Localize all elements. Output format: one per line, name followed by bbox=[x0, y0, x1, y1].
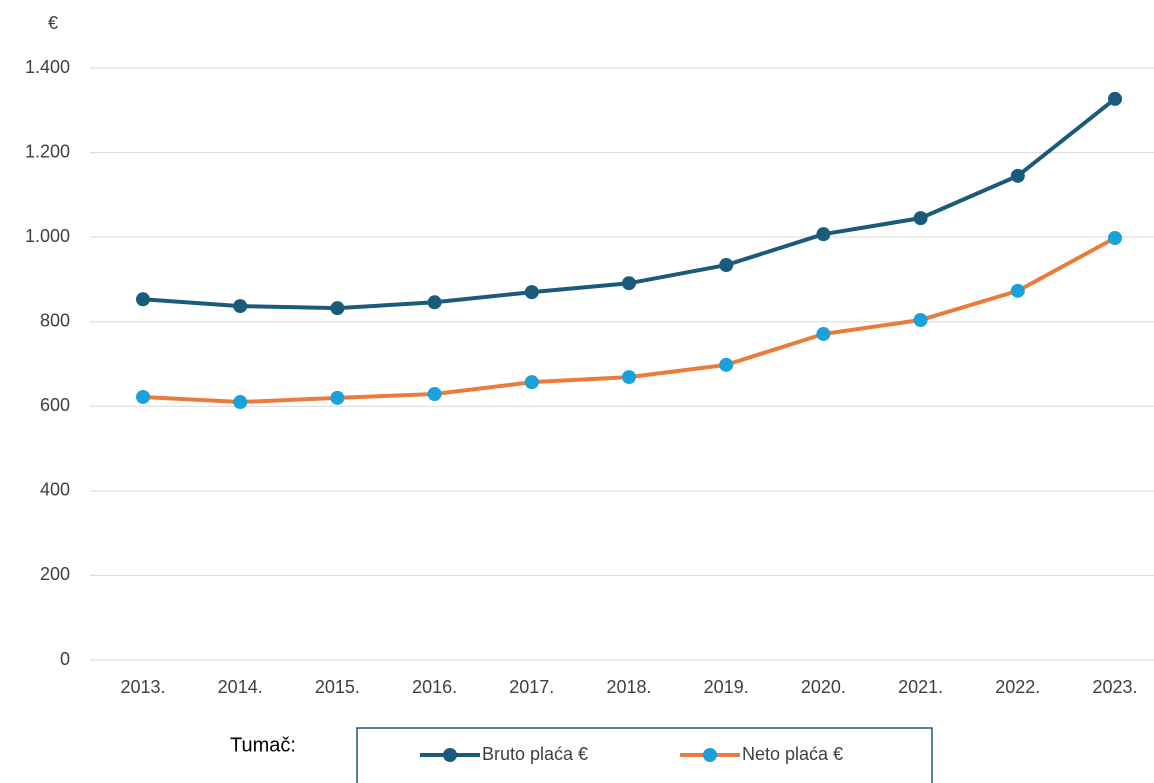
data-point bbox=[524, 285, 539, 300]
legend-marker bbox=[703, 748, 717, 762]
data-point bbox=[524, 375, 539, 390]
legend-marker bbox=[443, 748, 457, 762]
data-point bbox=[330, 301, 345, 316]
data-point bbox=[719, 357, 734, 372]
y-tick-label: 200 bbox=[40, 564, 70, 584]
data-point bbox=[136, 389, 150, 404]
legend-title: Tumač: bbox=[230, 734, 296, 756]
data-point bbox=[622, 276, 636, 291]
data-point bbox=[427, 295, 442, 310]
y-tick-label: 1.000 bbox=[25, 226, 70, 246]
x-tick-label: 2014. bbox=[218, 677, 263, 697]
data-point bbox=[719, 258, 734, 273]
data-point bbox=[1010, 283, 1025, 298]
x-tick-label: 2022. bbox=[995, 677, 1040, 697]
x-tick-label: 2016. bbox=[412, 677, 457, 697]
data-point bbox=[427, 387, 442, 402]
x-tick-label: 2021. bbox=[898, 677, 943, 697]
legend-label: Neto plaća € bbox=[742, 744, 843, 764]
data-point bbox=[622, 370, 636, 385]
data-point bbox=[1108, 230, 1122, 245]
data-point bbox=[816, 227, 831, 242]
x-tick-label: 2013. bbox=[120, 677, 165, 697]
data-point bbox=[136, 292, 150, 307]
data-point bbox=[1108, 91, 1122, 106]
data-point bbox=[1010, 168, 1025, 183]
data-point bbox=[816, 326, 831, 341]
y-tick-label: 0 bbox=[60, 649, 70, 669]
y-tick-label: 1.400 bbox=[25, 57, 70, 77]
y-unit-label: € bbox=[48, 13, 58, 33]
x-tick-label: 2020. bbox=[801, 677, 846, 697]
data-point bbox=[330, 390, 345, 405]
legend-box bbox=[356, 727, 933, 783]
x-tick-label: 2017. bbox=[509, 677, 554, 697]
y-tick-label: 1.200 bbox=[25, 141, 70, 161]
y-tick-label: 400 bbox=[40, 480, 70, 500]
data-point bbox=[913, 211, 928, 226]
y-tick-label: 600 bbox=[40, 395, 70, 415]
x-tick-label: 2015. bbox=[315, 677, 360, 697]
data-point bbox=[233, 299, 248, 314]
data-point bbox=[233, 395, 248, 410]
x-tick-label: 2023. bbox=[1092, 677, 1137, 697]
x-tick-label: 2018. bbox=[606, 677, 651, 697]
legend-label: Bruto plaća € bbox=[482, 744, 588, 764]
data-point bbox=[913, 313, 928, 328]
y-tick-label: 800 bbox=[40, 310, 70, 330]
x-tick-label: 2019. bbox=[704, 677, 749, 697]
